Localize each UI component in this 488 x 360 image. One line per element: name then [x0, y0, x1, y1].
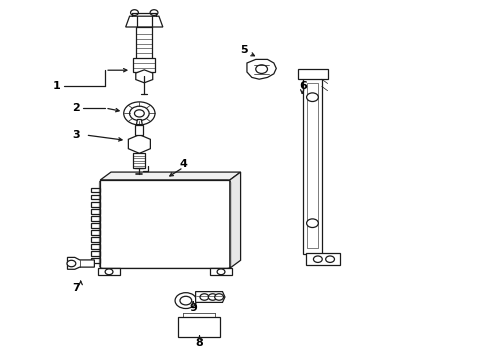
Circle shape [208, 294, 217, 300]
Text: 4: 4 [179, 159, 187, 169]
Text: 7: 7 [72, 283, 80, 293]
Polygon shape [67, 257, 94, 269]
Polygon shape [246, 59, 276, 79]
Circle shape [123, 102, 155, 125]
Polygon shape [91, 237, 100, 242]
Circle shape [255, 65, 267, 73]
Circle shape [130, 10, 138, 15]
Circle shape [306, 219, 318, 228]
Bar [178, 317, 220, 337]
Circle shape [67, 260, 76, 267]
Polygon shape [98, 268, 120, 275]
Bar [305, 253, 339, 265]
Bar [133, 153, 145, 168]
Bar [136, 27, 152, 59]
Circle shape [313, 256, 322, 262]
Text: 9: 9 [189, 303, 197, 313]
Text: 5: 5 [240, 45, 248, 55]
Polygon shape [128, 135, 150, 153]
Polygon shape [91, 223, 100, 228]
Circle shape [217, 269, 224, 275]
Polygon shape [91, 188, 100, 193]
Circle shape [200, 294, 208, 300]
Polygon shape [229, 172, 240, 268]
Polygon shape [136, 120, 142, 125]
Text: 8: 8 [195, 338, 203, 348]
Polygon shape [91, 216, 100, 221]
Circle shape [129, 106, 149, 121]
Polygon shape [91, 209, 100, 213]
Bar [298, 69, 327, 79]
Circle shape [150, 10, 158, 15]
Text: 6: 6 [299, 81, 306, 91]
Bar [306, 83, 317, 248]
Polygon shape [100, 172, 240, 180]
Polygon shape [195, 292, 224, 302]
Circle shape [175, 293, 196, 309]
Polygon shape [210, 268, 232, 275]
Text: 1: 1 [52, 81, 60, 91]
Bar [100, 180, 229, 268]
Polygon shape [91, 244, 100, 249]
Polygon shape [91, 195, 100, 199]
Circle shape [214, 294, 223, 300]
Polygon shape [91, 202, 100, 207]
Polygon shape [136, 70, 152, 83]
Circle shape [134, 110, 144, 117]
Bar [135, 125, 143, 135]
Circle shape [180, 296, 191, 305]
Text: 2: 2 [72, 103, 80, 113]
Circle shape [325, 256, 334, 262]
Polygon shape [91, 230, 100, 235]
Bar [133, 58, 155, 72]
Polygon shape [91, 258, 100, 263]
Text: 3: 3 [72, 130, 80, 140]
Polygon shape [125, 16, 163, 27]
Circle shape [306, 93, 318, 102]
Polygon shape [91, 251, 100, 256]
Circle shape [105, 269, 113, 275]
Bar [303, 70, 321, 254]
